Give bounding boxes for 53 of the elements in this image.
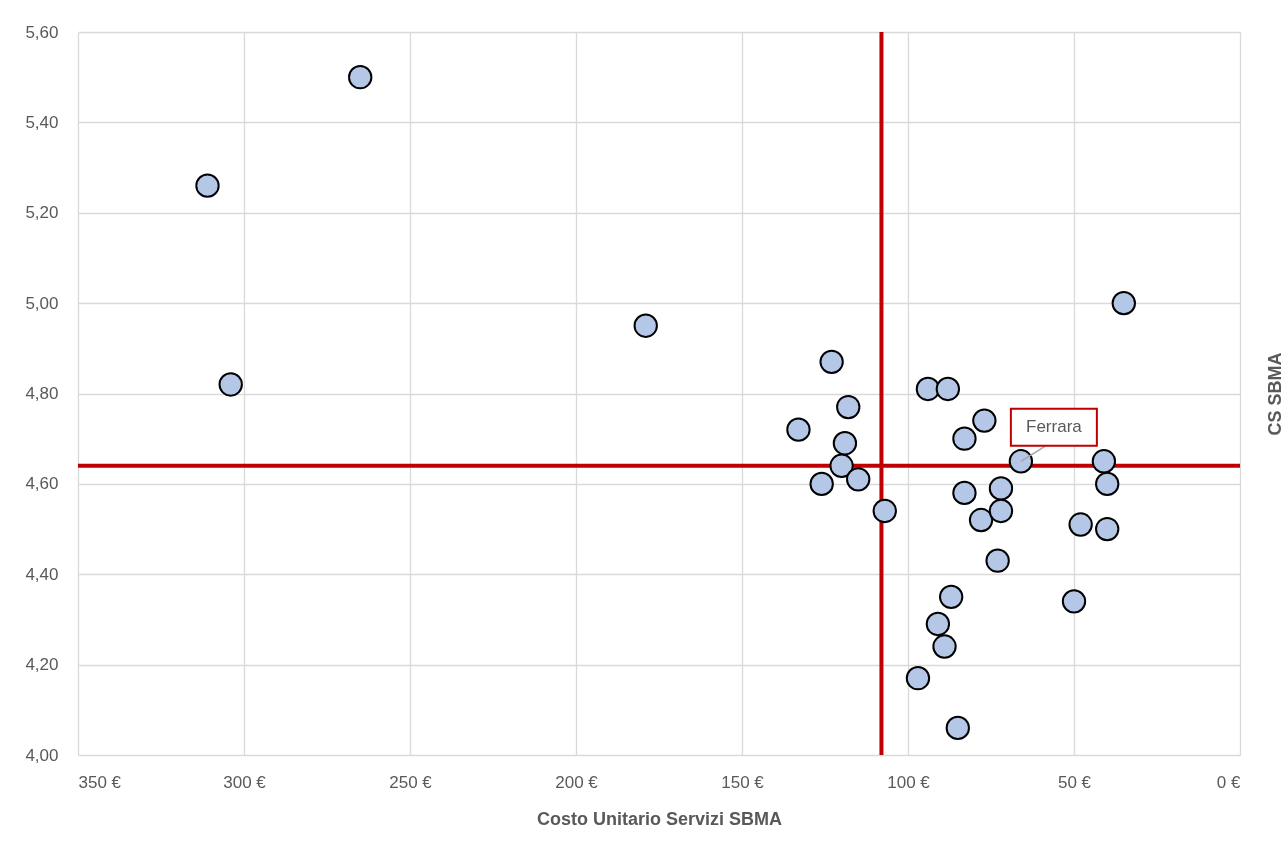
x-tick-label: 50 €	[1057, 772, 1092, 792]
point	[1095, 471, 1120, 497]
x-tick-label: 100 €	[887, 772, 931, 792]
y-tick-label: 4,00	[25, 745, 59, 765]
point	[348, 65, 373, 90]
point	[1091, 449, 1117, 474]
point	[972, 408, 997, 433]
y-tick-label: 5,20	[25, 203, 59, 223]
y-tick-label: 4,20	[25, 655, 59, 675]
point	[1061, 589, 1087, 614]
point	[836, 394, 861, 420]
point	[832, 431, 858, 456]
point	[925, 611, 951, 637]
point	[952, 426, 977, 451]
point	[1095, 516, 1120, 542]
point	[633, 313, 658, 338]
point	[1111, 290, 1136, 316]
y-axis-title: CS SBMA	[1264, 352, 1285, 436]
x-tick-label: 350 €	[78, 772, 122, 792]
x-axis-title: Costo Unitario Servizi SBMA	[536, 808, 783, 829]
point	[846, 467, 871, 492]
point	[1068, 512, 1093, 537]
point	[195, 173, 220, 198]
point	[218, 372, 243, 397]
point	[938, 584, 964, 609]
point	[819, 349, 844, 375]
y-tick-label: 5,60	[25, 22, 59, 42]
point	[905, 666, 931, 691]
point	[872, 498, 897, 524]
point	[935, 376, 961, 402]
point	[968, 507, 994, 533]
point	[1008, 449, 1034, 474]
x-tick-label: 250 €	[389, 772, 433, 792]
y-tick-label: 4,40	[25, 564, 59, 584]
x-tick-label: 200 €	[555, 772, 599, 792]
x-tick-label: 0 €	[1216, 772, 1242, 792]
point	[985, 548, 1010, 573]
point	[952, 480, 977, 506]
x-tick-label: 300 €	[223, 772, 267, 792]
point	[988, 498, 1014, 524]
point	[945, 715, 970, 741]
point	[829, 453, 854, 478]
y-tick-label: 4,60	[25, 474, 59, 494]
y-tick-label: 4,80	[25, 384, 59, 403]
y-tick-label: 5,40	[25, 112, 59, 132]
x-tick-label: 150 €	[721, 772, 765, 792]
point	[915, 376, 941, 402]
point	[809, 471, 834, 497]
point	[932, 634, 957, 659]
annotation: Ferrara	[1026, 417, 1083, 437]
point	[988, 476, 1014, 501]
point	[786, 417, 811, 442]
y-tick-label: 5,00	[25, 293, 59, 313]
